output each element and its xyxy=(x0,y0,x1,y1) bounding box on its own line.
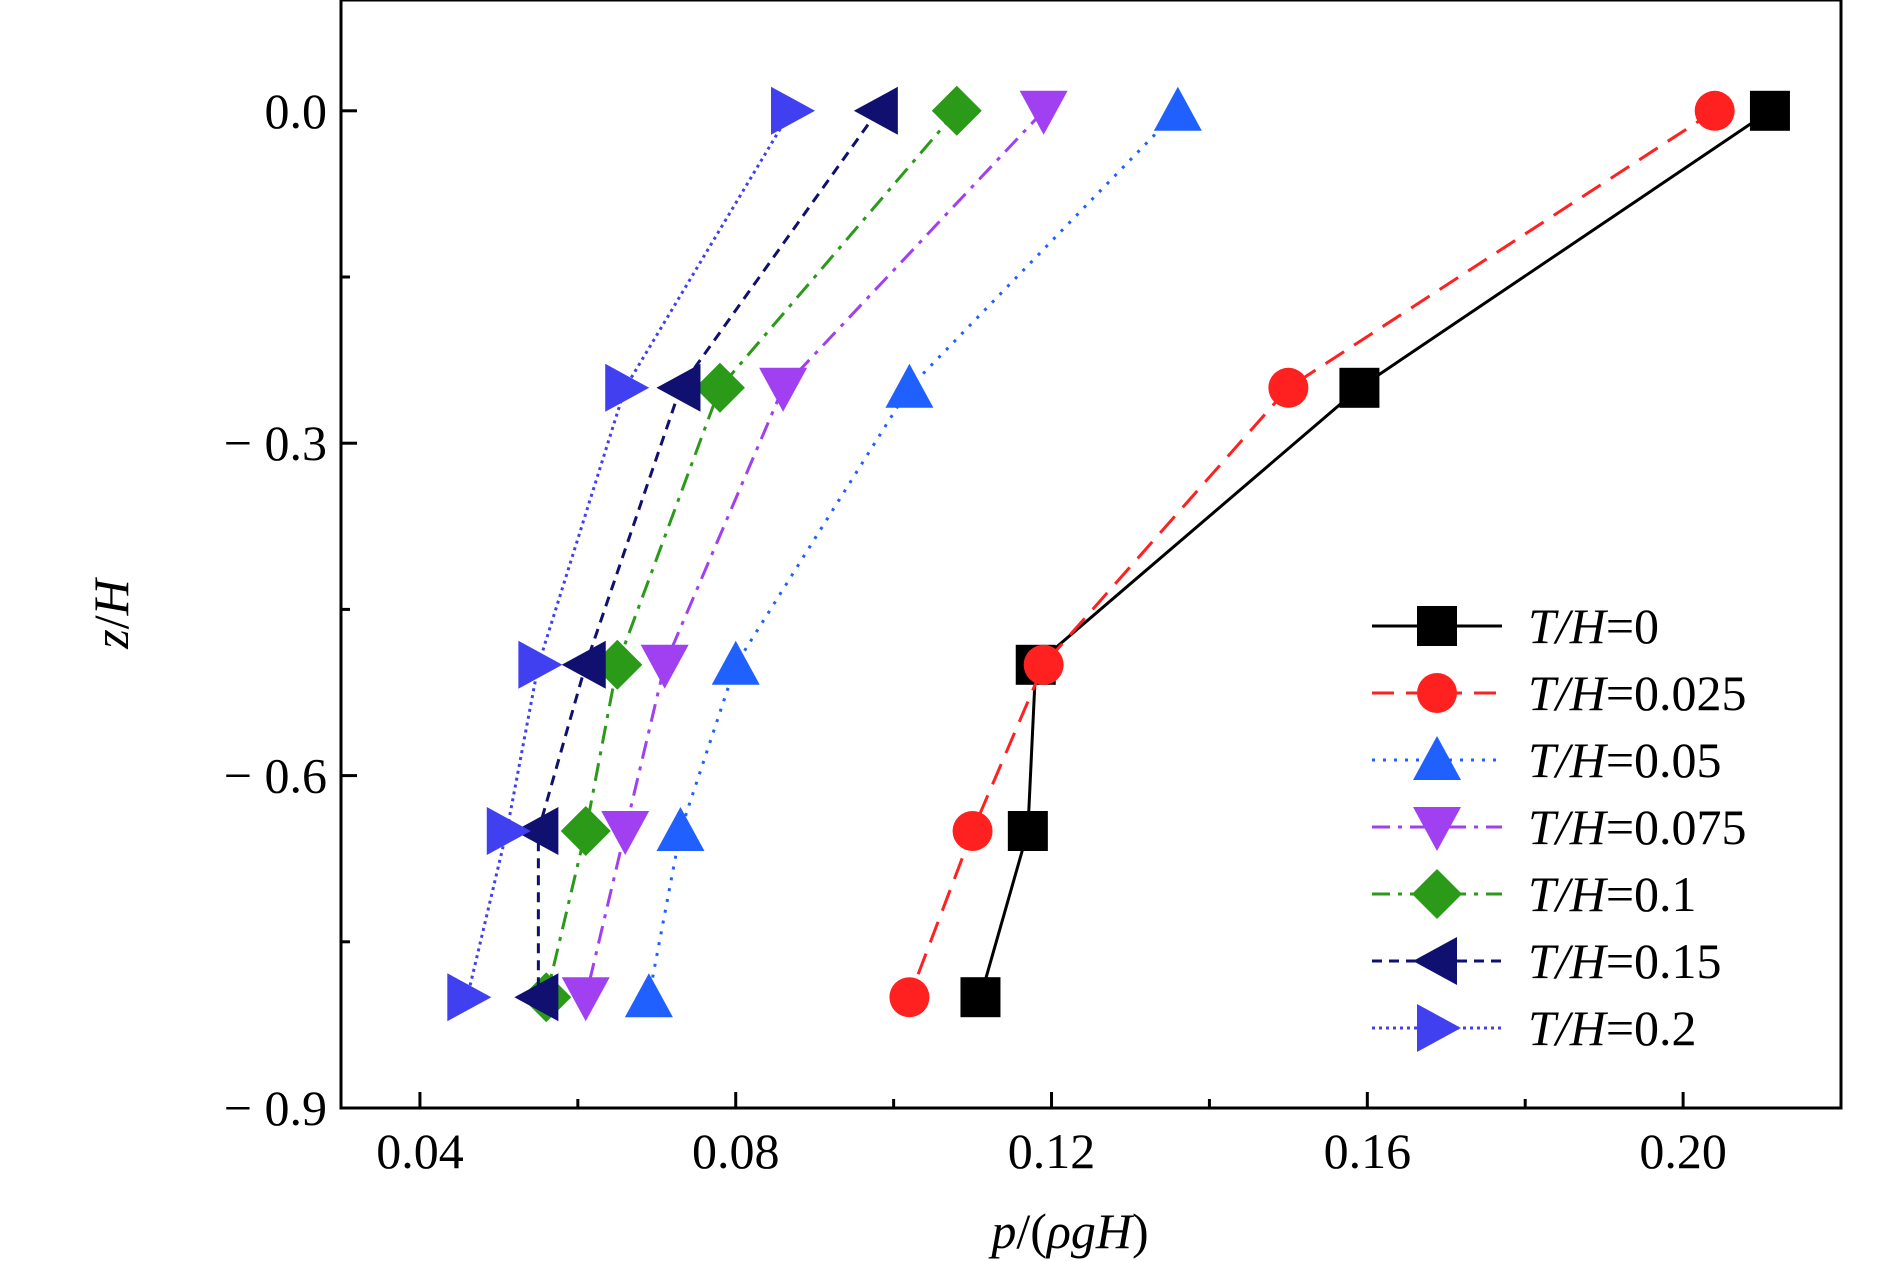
data-point xyxy=(1268,367,1309,408)
series-6 xyxy=(447,86,815,1022)
data-point xyxy=(952,811,993,851)
y-tick-label: 0.0 xyxy=(265,83,328,139)
data-point xyxy=(561,977,610,1022)
data-point xyxy=(486,807,531,855)
data-point xyxy=(1694,90,1735,131)
series-2 xyxy=(624,86,1202,1018)
legend-marker xyxy=(1417,1004,1461,1052)
x-tick-label: 0.16 xyxy=(1324,1123,1412,1179)
legend-entry: T/H=0.1 xyxy=(1372,866,1697,922)
series-5 xyxy=(514,86,898,1022)
y-tick-label: − 0.3 xyxy=(224,415,327,471)
data-point xyxy=(711,640,760,685)
legend-label: T/H=0.2 xyxy=(1528,1000,1697,1056)
y-axis: 0.0 − 0.3 − 0.6 − 0.9 xyxy=(224,83,357,1136)
series-line xyxy=(584,109,1045,998)
data-point xyxy=(889,977,930,1018)
x-axis: 0.04 0.08 0.12 0.16 0.20 xyxy=(376,1092,1727,1179)
series-line xyxy=(908,109,1716,998)
legend-entry: T/H=0.075 xyxy=(1372,799,1747,855)
data-point xyxy=(1339,367,1380,408)
series-line xyxy=(647,109,1179,998)
plot-frame xyxy=(339,0,1843,1110)
data-point xyxy=(605,363,650,412)
legend-label: T/H=0.05 xyxy=(1528,732,1722,788)
data-point xyxy=(1019,90,1068,135)
data-point xyxy=(514,973,559,1022)
data-point xyxy=(1153,86,1202,131)
legend-marker xyxy=(1413,736,1461,780)
legend-entry: T/H=0.2 xyxy=(1372,1000,1697,1056)
legend-label: T/H=0.1 xyxy=(1528,866,1697,922)
data-point xyxy=(960,977,1001,1018)
series-3 xyxy=(561,90,1068,1022)
series-line xyxy=(979,109,1771,998)
legend-entry: T/H=0.15 xyxy=(1372,933,1722,989)
legend-marker xyxy=(1417,673,1457,713)
legend-marker xyxy=(1417,606,1457,646)
data-point xyxy=(514,807,559,855)
data-point xyxy=(1749,90,1790,131)
data-point xyxy=(771,86,815,135)
x-tick-label: 0.20 xyxy=(1639,1123,1727,1179)
x-tick-label: 0.12 xyxy=(1008,1123,1096,1179)
data-point xyxy=(853,86,898,135)
data-point xyxy=(561,640,606,689)
data-point xyxy=(759,367,808,412)
legend-entry: T/H=0.05 xyxy=(1372,732,1722,788)
legend: T/H=0 T/H=0.025 T/H=0.05 T/H=0.075 T/H=0.1 T/… xyxy=(1372,598,1747,1056)
data-point xyxy=(694,362,745,413)
legend-entry: T/H=0 xyxy=(1372,598,1659,654)
series-line xyxy=(536,109,880,998)
data-point xyxy=(560,806,611,856)
data-point xyxy=(1007,811,1048,851)
legend-label: T/H=0.025 xyxy=(1528,665,1747,721)
series-line xyxy=(544,109,958,998)
data-point xyxy=(1023,644,1064,685)
legend-label: T/H=0 xyxy=(1528,598,1659,654)
data-point xyxy=(518,640,563,689)
y-tick-label: − 0.6 xyxy=(224,748,327,804)
data-point xyxy=(656,807,705,851)
legend-label: T/H=0.075 xyxy=(1528,799,1747,855)
y-tick-label: − 0.9 xyxy=(224,1080,327,1136)
y-axis-title: z/H xyxy=(83,576,139,649)
series-4 xyxy=(521,85,982,1023)
legend-marker xyxy=(1412,869,1462,919)
data-point xyxy=(885,363,934,408)
series-line xyxy=(465,110,793,998)
series-layer xyxy=(447,85,1790,1023)
data-point xyxy=(656,363,701,412)
data-point xyxy=(624,973,673,1018)
legend-label: T/H=0.15 xyxy=(1528,933,1722,989)
series-1 xyxy=(889,90,1735,1018)
data-point xyxy=(601,811,650,855)
legend-marker xyxy=(1413,807,1461,851)
data-point xyxy=(931,85,982,136)
data-point xyxy=(447,973,492,1022)
x-axis-title: p/(ρgH) xyxy=(988,1203,1148,1259)
data-point xyxy=(640,644,689,689)
legend-marker xyxy=(1413,937,1457,985)
x-tick-label: 0.04 xyxy=(376,1123,464,1179)
x-tick-label: 0.08 xyxy=(692,1123,780,1179)
legend-entry: T/H=0.025 xyxy=(1372,665,1747,721)
